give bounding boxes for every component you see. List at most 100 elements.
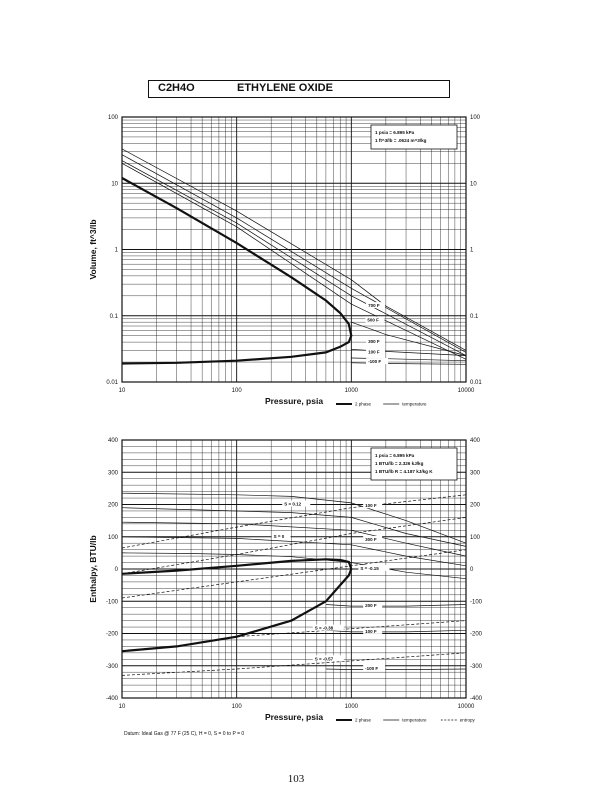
temperature-curve (121, 507, 467, 547)
curve-label: S = -0.38 (315, 626, 334, 631)
legend-label: 2 phase (355, 402, 372, 407)
legend-label: 2 phase (355, 718, 372, 723)
y-tick-label-left: -100 (106, 599, 119, 605)
curve-label-bg (363, 502, 383, 509)
entropy-curve (121, 494, 467, 549)
y-axis-label: Enthalpy, BTU/lb (88, 535, 98, 602)
y-tick-label-left: 0.1 (110, 314, 119, 320)
curve-label-bg (282, 500, 311, 507)
y-tick-label-right: -100 (470, 599, 483, 605)
curve-label: S = 0.12 (284, 502, 301, 507)
compound-name: ETHYLENE OXIDE (237, 82, 333, 94)
curve-label-bg (358, 565, 390, 571)
y-tick-label-right: 100 (470, 115, 481, 121)
y-tick-label-right: 0.01 (470, 380, 482, 386)
curve-label: S = -0.15 (360, 566, 379, 571)
temperature-curve (325, 668, 467, 670)
x-tick-label: 10 (119, 388, 126, 394)
x-tick-label: 10 (119, 704, 126, 710)
conversion-note-line: 1 ft^3/lb = .0624 m^3/kg (375, 138, 427, 143)
temperature-curve (121, 521, 467, 557)
y-tick-label-right: 1 (470, 248, 474, 254)
page-number: 103 (287, 773, 305, 785)
legend-label: temperature (402, 718, 427, 723)
y-tick-label-left: 400 (108, 438, 119, 444)
y-tick-label-left: 0.01 (106, 380, 118, 386)
y-tick-label-left: 100 (108, 535, 119, 541)
y-tick-label-left: -200 (106, 632, 119, 638)
y-tick-label-right: 0 (470, 567, 474, 573)
y-tick-label-left: -400 (106, 696, 119, 702)
curve-label-bg (366, 358, 389, 365)
curve-label-bg (363, 535, 383, 542)
curve-label-bg (271, 532, 291, 539)
temperature-curve (325, 629, 467, 633)
conversion-note-line: 1 psia = 6.895 kPa (375, 130, 415, 135)
temperature-curve (121, 160, 467, 356)
x-axis-label: Pressure, psia (265, 712, 323, 722)
curve-label-bg (363, 664, 386, 671)
temperature-curve (351, 321, 467, 356)
curve-label-bg (365, 316, 385, 323)
curve-label: 200 F (365, 603, 377, 608)
curve-label-bg (363, 602, 383, 609)
curve-label: -100 F (365, 666, 378, 671)
y-tick-label-right: -200 (470, 632, 483, 638)
plot-frame (121, 439, 467, 699)
entropy-curve (121, 517, 467, 575)
entropy-curve (121, 652, 467, 676)
conversion-note-box (370, 447, 458, 481)
temperature-curve (121, 148, 467, 351)
chart-title-box: C2H4O ETHYLENE OXIDE (148, 80, 450, 98)
y-tick-label-left: 0 (115, 567, 119, 573)
curve-label-bg (312, 624, 344, 631)
y-axis-label: Volume, ft^3/lb (88, 219, 98, 279)
y-tick-label-right: 300 (470, 470, 481, 476)
curve-label: 700 F (368, 303, 380, 308)
entropy-curve (121, 549, 467, 599)
conversion-note-line: 1 psia = 6.895 kPa (375, 453, 415, 458)
temperature-curve (325, 604, 467, 607)
legend-label: temperature (402, 402, 427, 407)
temperature-curve (121, 536, 467, 567)
curve-label-bg (363, 627, 383, 634)
curve-label: 100 F (365, 629, 377, 634)
y-tick-label-left: 100 (108, 115, 119, 121)
legend-label: entropy (460, 718, 476, 723)
curve-label: S = -0.57 (315, 656, 334, 661)
temperature-curve (121, 154, 467, 353)
y-tick-label-right: 10 (470, 181, 477, 187)
x-tick-label: 10000 (458, 388, 475, 394)
y-tick-label-right: 100 (470, 535, 481, 541)
y-tick-label-right: 200 (470, 503, 481, 509)
y-tick-label-right: -300 (470, 664, 483, 670)
temperature-curve (121, 162, 467, 360)
curve-label-bg (366, 338, 386, 345)
volume-chart: 700 F 500 F 300 F 100 F -100 F 10 100 1000 10000… (88, 115, 482, 407)
entropy-curve (236, 620, 467, 638)
curve-label-bg (366, 302, 386, 309)
conversion-note-line: 1 BTU/lb = 2.326 kJ/kg (375, 461, 424, 466)
conversion-note-line: 1 BTU/lb R = 4.187 kJ/kg K (375, 469, 433, 474)
enthalpy-chart: S = 0.12 S = 0 S = -0.15 S = -0.38 S = -0.57… (88, 438, 483, 723)
two-phase-curve (121, 558, 353, 653)
y-tick-label-left: 200 (108, 503, 119, 509)
x-tick-label: 10000 (458, 704, 475, 710)
x-tick-label: 100 (232, 704, 243, 710)
datum-footnote: Datum: Ideal Gas @ 77 F (25 C), H = 0, S… (124, 731, 245, 737)
curve-label: 300 F (365, 537, 377, 542)
y-tick-label-left: 300 (108, 470, 119, 476)
formula-label: C2H4O (158, 82, 195, 94)
y-tick-label-left: -300 (106, 664, 119, 670)
y-tick-label-left: 1 (115, 248, 119, 254)
x-tick-label: 1000 (345, 704, 359, 710)
curve-label: 100 F (365, 503, 377, 508)
curve-label-bg (312, 655, 344, 662)
y-tick-label-right: 0.1 (470, 314, 479, 320)
x-axis-label: Pressure, psia (265, 396, 323, 406)
curve-label: 100 F (368, 349, 380, 354)
x-tick-label: 1000 (345, 388, 359, 394)
curve-label: -100 F (368, 359, 381, 364)
curve-label: S = 0 (274, 534, 285, 539)
temperature-curve (121, 492, 467, 544)
